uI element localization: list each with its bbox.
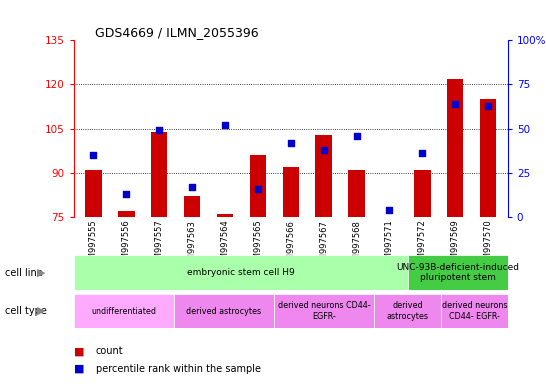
Text: derived neurons
CD44- EGFR-: derived neurons CD44- EGFR- <box>442 301 507 321</box>
Text: ▶: ▶ <box>37 306 45 316</box>
Text: derived
astrocytes: derived astrocytes <box>387 301 429 321</box>
Point <box>221 122 229 128</box>
Point <box>352 132 361 139</box>
Text: count: count <box>96 346 123 356</box>
Bar <box>414 170 430 217</box>
Point <box>155 127 164 134</box>
Point <box>287 140 295 146</box>
Bar <box>480 99 496 217</box>
Point <box>385 207 394 213</box>
Bar <box>282 167 299 217</box>
Bar <box>441 294 508 328</box>
Bar <box>85 170 102 217</box>
Point <box>122 191 130 197</box>
Bar <box>250 155 266 217</box>
Bar <box>447 79 464 217</box>
Point <box>253 185 262 192</box>
Point <box>484 103 492 109</box>
Point <box>89 152 98 158</box>
Bar <box>118 211 134 217</box>
Text: cell type: cell type <box>5 306 48 316</box>
Text: GDS4669 / ILMN_2055396: GDS4669 / ILMN_2055396 <box>96 26 259 39</box>
Point <box>319 147 328 153</box>
Text: embryonic stem cell H9: embryonic stem cell H9 <box>187 268 294 277</box>
Point <box>188 184 197 190</box>
Point <box>418 150 426 156</box>
Text: percentile rank within the sample: percentile rank within the sample <box>96 364 260 374</box>
Text: undifferentiated: undifferentiated <box>91 306 156 316</box>
Bar <box>316 134 332 217</box>
Bar <box>374 294 441 328</box>
Bar <box>151 132 168 217</box>
Bar <box>74 294 174 328</box>
Bar <box>408 255 508 290</box>
Bar <box>348 170 365 217</box>
Text: derived astrocytes: derived astrocytes <box>186 306 262 316</box>
Text: cell line: cell line <box>5 268 43 278</box>
Point <box>451 101 460 107</box>
Text: UNC-93B-deficient-induced
pluripotent stem: UNC-93B-deficient-induced pluripotent st… <box>396 263 519 282</box>
Text: ■: ■ <box>74 364 84 374</box>
Bar <box>174 294 274 328</box>
Bar <box>217 214 233 217</box>
Bar <box>274 294 374 328</box>
Bar <box>184 196 200 217</box>
Text: ■: ■ <box>74 346 84 356</box>
Text: derived neurons CD44-
EGFR-: derived neurons CD44- EGFR- <box>278 301 370 321</box>
Text: ▶: ▶ <box>37 268 45 278</box>
Bar <box>74 255 408 290</box>
